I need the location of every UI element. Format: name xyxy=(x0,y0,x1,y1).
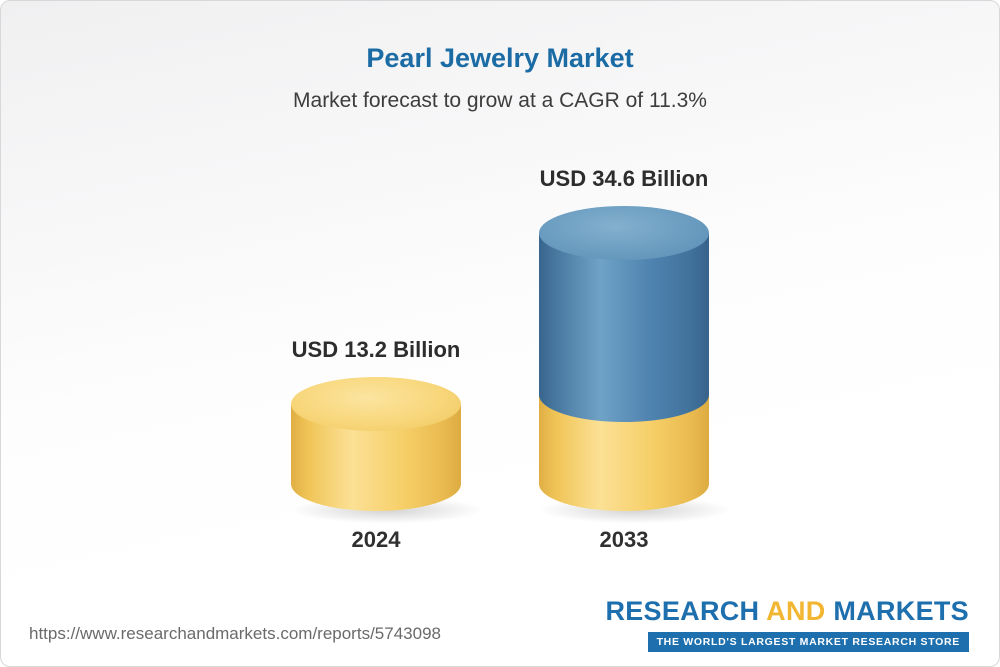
bar-2033-top-segment xyxy=(539,233,709,422)
logo-tagline: THE WORLD'S LARGEST MARKET RESEARCH STOR… xyxy=(647,632,969,652)
logo-word-research: RESEARCH xyxy=(605,596,760,627)
x-axis-label-2024: 2024 xyxy=(351,527,401,552)
x-axis-label-2033: 2033 xyxy=(599,527,649,552)
bar-2033-value-label: USD 34.6 Billion xyxy=(539,166,709,191)
bar-2024-cap xyxy=(291,377,461,431)
research-and-markets-logo: RESEARCH AND MARKETS THE WORLD'S LARGEST… xyxy=(605,596,969,652)
bar-2024-cylinder: USD 13.2 Billion xyxy=(287,337,487,524)
bar-2024-value-label: USD 13.2 Billion xyxy=(291,337,461,362)
logo-wordmark: RESEARCH AND MARKETS xyxy=(605,596,969,627)
logo-word-markets: MARKETS xyxy=(833,596,969,627)
chart-subtitle: Market forecast to grow at a CAGR of 11.… xyxy=(293,89,707,112)
logo-word-and: AND xyxy=(766,596,826,627)
page-title: Pearl Jewelry Market xyxy=(366,43,634,73)
bar-2033-cylinder: USD 34.6 Billion xyxy=(535,166,735,524)
report-url: https://www.researchandmarkets.com/repor… xyxy=(29,624,441,643)
bar-2033-cap xyxy=(539,206,709,260)
